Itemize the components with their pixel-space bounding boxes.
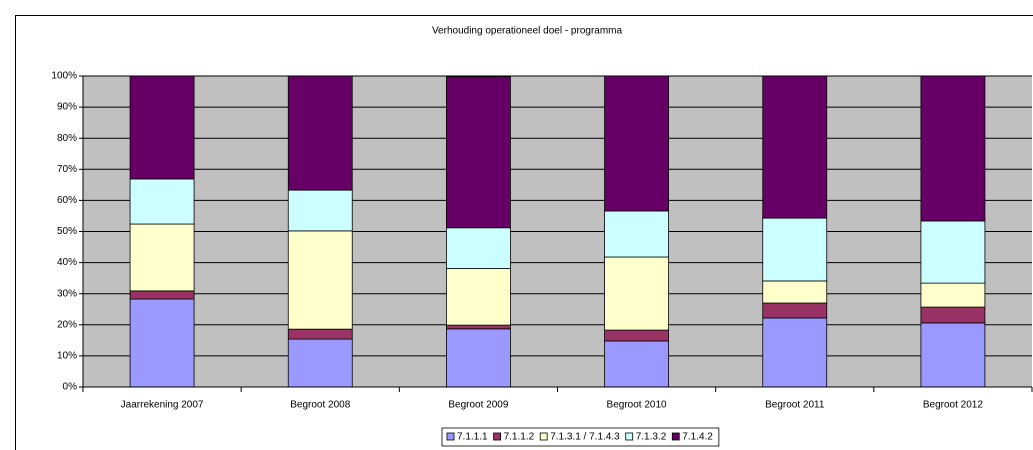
bar-segment — [762, 75, 828, 219]
bar-segment — [446, 268, 511, 326]
bar-segment — [604, 75, 669, 212]
legend-swatch — [493, 432, 501, 441]
bar-segment — [920, 282, 986, 308]
bar-segment — [287, 230, 353, 330]
bar-segment — [604, 256, 669, 331]
bar-segment — [604, 210, 669, 258]
bar-segment — [446, 328, 511, 388]
bar-segment — [604, 329, 669, 342]
bar-segment — [920, 220, 986, 284]
legend-label: 7.1.1.1 — [457, 432, 488, 443]
bar-segment — [446, 324, 511, 330]
bar-segment — [762, 280, 828, 304]
bar-segment — [762, 217, 828, 282]
x-tick-label: Begroot 2011 — [765, 400, 825, 411]
legend-box — [441, 427, 720, 447]
bar-segment — [287, 75, 353, 191]
bar-segment — [287, 328, 353, 340]
y-tick-label: 80% — [57, 133, 77, 144]
y-tick-label: 30% — [57, 288, 77, 299]
bar-segment — [920, 306, 986, 324]
bar-segment — [762, 302, 828, 319]
y-tick-label: 0% — [63, 382, 78, 393]
bar-segment — [920, 75, 986, 222]
y-tick-label: 50% — [57, 226, 77, 237]
y-tick-label: 70% — [57, 164, 77, 175]
x-tick-label: Jaarrekening 2007 — [121, 400, 204, 411]
legend-label: 7.1.3.1 / 7.1.4.3 — [550, 432, 620, 443]
y-tick-label: 10% — [57, 351, 77, 362]
bar-segment — [129, 178, 195, 225]
bar-segment — [129, 298, 195, 388]
y-tick-label: 60% — [57, 195, 77, 206]
bar-segment — [762, 317, 828, 388]
bar-segment — [920, 322, 986, 388]
legend-swatch — [671, 432, 680, 441]
legend-swatch — [446, 432, 455, 441]
x-tick-label: Begroot 2009 — [448, 400, 508, 411]
bar-segment — [446, 76, 511, 229]
y-tick-label: 20% — [57, 319, 77, 330]
bar-segment — [287, 189, 353, 232]
legend-label: 7.1.4.2 — [682, 432, 713, 443]
bar-segment — [129, 290, 195, 300]
chart-title: Verhouding operationeel doel - programma — [432, 26, 623, 37]
x-tick-label: Begroot 2012 — [923, 400, 983, 411]
bar-segment — [287, 338, 353, 388]
bar-segment — [604, 340, 669, 388]
legend-label: 7.1.1.2 — [504, 432, 535, 443]
bar-segment — [129, 75, 195, 180]
y-tick-label: 100% — [51, 71, 77, 82]
y-tick-label: 40% — [57, 257, 77, 268]
legend-swatch — [625, 432, 634, 441]
legend-swatch — [539, 432, 548, 441]
x-tick-label: Begroot 2010 — [607, 400, 667, 411]
legend-label: 7.1.3.2 — [636, 432, 667, 443]
x-tick-label: Begroot 2008 — [290, 400, 350, 411]
bar-segment — [129, 223, 195, 292]
bar-segment — [446, 227, 511, 269]
y-tick-label: 90% — [57, 102, 77, 113]
